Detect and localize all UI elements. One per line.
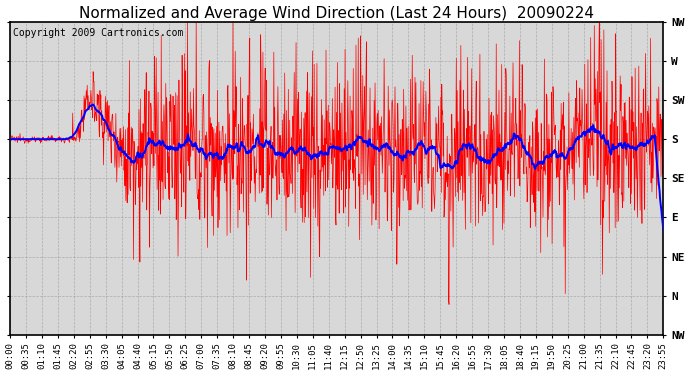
Text: Copyright 2009 Cartronics.com: Copyright 2009 Cartronics.com xyxy=(13,28,184,38)
Title: Normalized and Average Wind Direction (Last 24 Hours)  20090224: Normalized and Average Wind Direction (L… xyxy=(79,6,594,21)
